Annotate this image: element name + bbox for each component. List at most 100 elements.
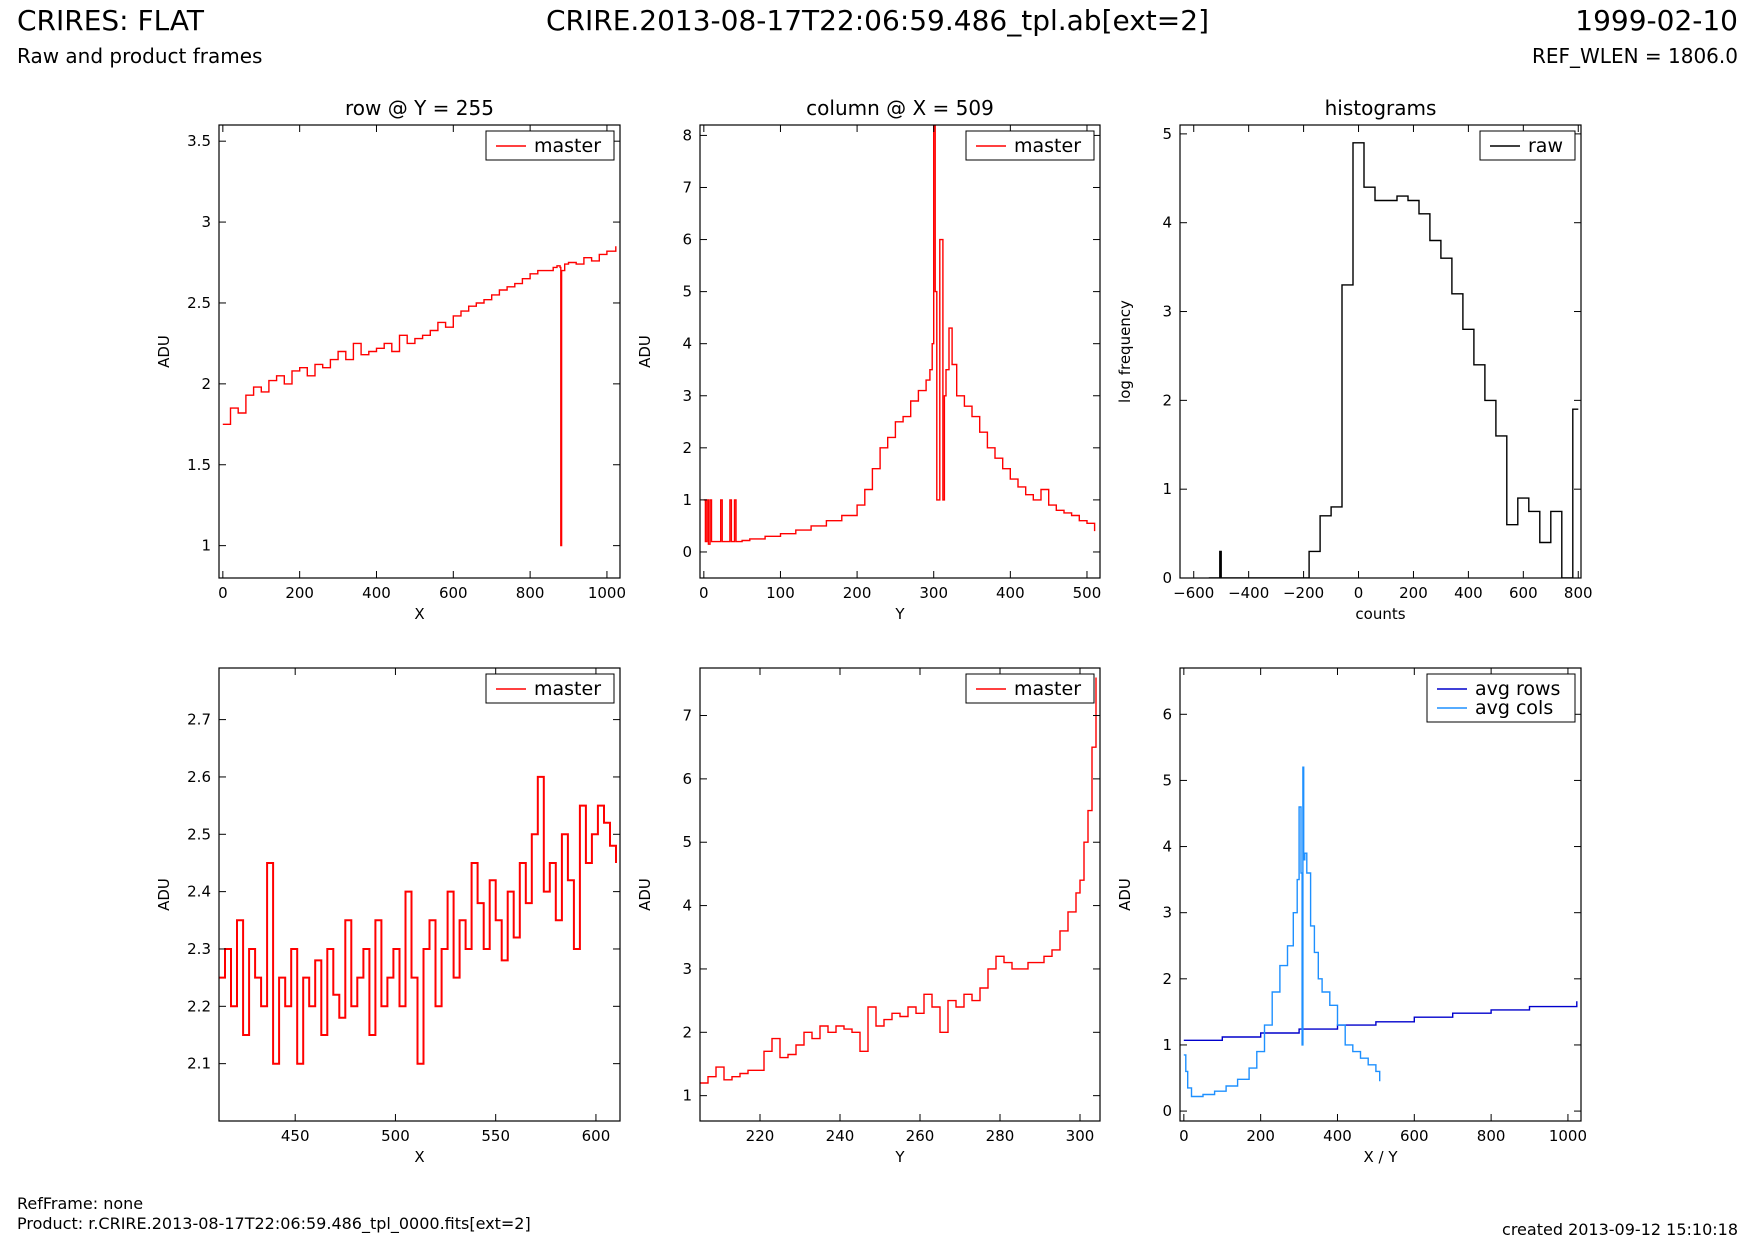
y-tick-label: 7	[682, 178, 692, 196]
y-tick-label: 8	[682, 126, 692, 144]
y-tick-label: 2.2	[187, 997, 211, 1015]
y-axis-label: ADU	[155, 335, 173, 368]
y-tick-label: 3	[1162, 303, 1172, 321]
y-tick-label: 3.5	[187, 132, 211, 150]
y-tick-label: 1	[682, 491, 692, 509]
legend-label: master	[534, 678, 601, 700]
ref-wlen: REF_WLEN = 1806.0	[1531, 44, 1738, 68]
y-tick-label: 2	[201, 375, 211, 393]
x-tick-label: 400	[1323, 1127, 1352, 1145]
chart-panel-5: 220 240 260 280 300 1 2 3 4 5 6 7 Y ADU master	[636, 667, 1101, 1166]
legend: master	[485, 673, 615, 704]
x-tick-label: 600	[1400, 1127, 1429, 1145]
y-tick-label: 4	[1162, 838, 1172, 856]
chart-panel-6: 0 200 400 600 800 1000 0 1 2 3 4 5 6 X / Y ADU avg rows…	[1116, 667, 1587, 1166]
y-tick-label: 3	[1162, 904, 1172, 922]
x-axis-label: Y	[894, 605, 905, 623]
x-tick-label: 450	[281, 1127, 310, 1145]
y-tick-label: 1	[201, 537, 211, 555]
plot-frame	[699, 667, 1101, 1122]
x-tick-label: 200	[1399, 584, 1428, 602]
y-tick-label: 0	[1162, 569, 1172, 587]
y-tick-label: 2.7	[187, 711, 211, 729]
legend-label: master	[534, 135, 601, 157]
y-tick-label: 1	[1162, 1036, 1172, 1054]
y-tick-label: 2.6	[187, 768, 211, 786]
chart-title: histograms	[1325, 96, 1437, 120]
x-tick-label: 800	[516, 584, 545, 602]
report-title: CRIRES: FLAT	[17, 4, 204, 37]
series-line-master	[703, 125, 1096, 545]
x-tick-label: 300	[1066, 1127, 1095, 1145]
y-tick-label: 2.4	[187, 883, 211, 901]
y-tick-label: 2.3	[187, 940, 211, 958]
x-axis-label: counts	[1355, 605, 1405, 623]
x-tick-label: 200	[843, 584, 872, 602]
y-axis-label: ADU	[636, 878, 654, 911]
series-line-master	[222, 246, 617, 547]
x-tick-label: 100	[766, 584, 795, 602]
y-tick-label: 4	[682, 897, 692, 915]
legend: master	[485, 130, 615, 161]
x-tick-label: 1000	[588, 584, 626, 602]
x-tick-label: 500	[381, 1127, 410, 1145]
y-tick-label: 6	[682, 231, 692, 249]
series-line-avg-cols	[1183, 766, 1381, 1098]
plot-frame	[218, 124, 621, 579]
x-tick-label: 0	[1179, 1127, 1189, 1145]
y-tick-label: 1	[1162, 480, 1172, 498]
chart-panel-3: −600 −400 −200 0 200 400 600 800 0 1 2 3 4 5 histogram…	[1116, 96, 1593, 623]
plot-frame	[218, 667, 621, 1122]
y-tick-label: 3	[682, 387, 692, 405]
x-tick-label: 0	[1354, 584, 1364, 602]
x-tick-label: 800	[1477, 1127, 1506, 1145]
y-tick-label: 2	[1162, 970, 1172, 988]
x-tick-label: −200	[1283, 584, 1324, 602]
y-tick-label: 6	[1162, 705, 1172, 723]
x-tick-label: 400	[362, 584, 391, 602]
y-tick-label: 1	[682, 1087, 692, 1105]
y-tick-label: 2	[1162, 391, 1172, 409]
chart-panel-2: 0 100 200 300 400 500 0 1 2 3 4 5 6 7 8 column @ X = 50…	[636, 96, 1101, 623]
x-tick-label: 1000	[1549, 1127, 1587, 1145]
series-line-avg-rows	[1183, 1001, 1578, 1041]
x-tick-label: 200	[285, 584, 314, 602]
y-tick-label: 0	[1162, 1102, 1172, 1120]
y-tick-label: 5	[1162, 771, 1172, 789]
x-tick-label: 500	[1073, 584, 1102, 602]
y-tick-label: 3	[201, 213, 211, 231]
y-tick-label: 3	[682, 960, 692, 978]
series-line-master	[219, 775, 617, 1065]
y-axis-label: ADU	[1116, 878, 1134, 911]
legend-label: master	[1014, 678, 1081, 700]
x-tick-label: 600	[582, 1127, 611, 1145]
x-tick-label: 280	[986, 1127, 1015, 1145]
x-tick-label: 0	[218, 584, 228, 602]
legend: master	[965, 673, 1095, 704]
report-date: 1999-02-10	[1575, 4, 1738, 37]
y-tick-label: 1.5	[187, 456, 211, 474]
y-tick-label: 4	[682, 335, 692, 353]
x-tick-label: 200	[1246, 1127, 1275, 1145]
y-tick-label: 2	[682, 1023, 692, 1041]
y-tick-label: 0	[682, 543, 692, 561]
series-line-raw	[1208, 142, 1579, 578]
chart-title: row @ Y = 255	[345, 96, 494, 120]
x-axis-label: X	[414, 1148, 424, 1166]
plot-frame	[699, 124, 1101, 579]
y-tick-label: 2.5	[187, 294, 211, 312]
x-axis-label: Y	[894, 1148, 905, 1166]
product-text: Product: r.CRIRE.2013-08-17T22:06:59.486…	[17, 1214, 531, 1233]
y-tick-label: 6	[682, 770, 692, 788]
plot-frame	[1179, 667, 1582, 1122]
file-name: CRIRE.2013-08-17T22:06:59.486_tpl.ab[ext…	[545, 4, 1209, 37]
report-subtitle: Raw and product frames	[17, 44, 263, 68]
y-tick-label: 2.1	[187, 1055, 211, 1073]
x-axis-label: X / Y	[1363, 1148, 1398, 1166]
y-axis-label: ADU	[636, 335, 654, 368]
x-tick-label: 400	[996, 584, 1025, 602]
y-tick-label: 7	[682, 707, 692, 725]
legend: raw	[1479, 130, 1576, 161]
